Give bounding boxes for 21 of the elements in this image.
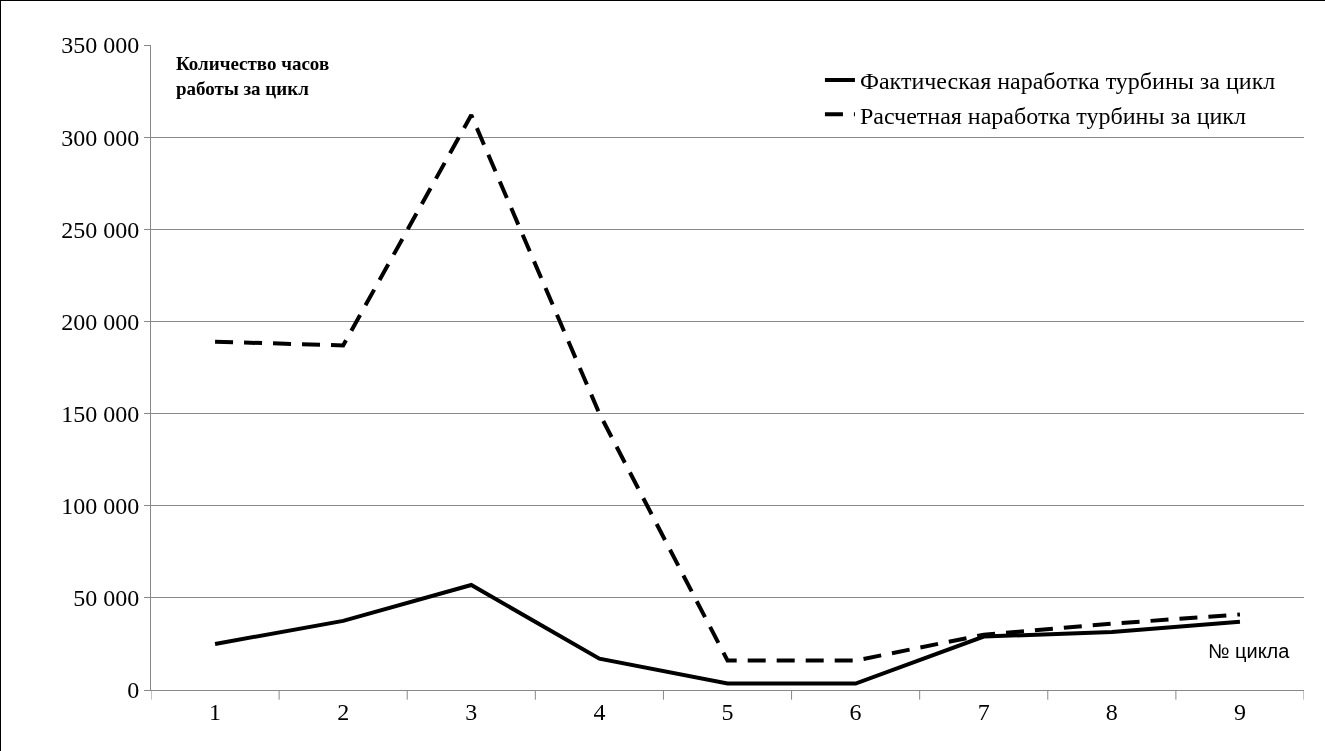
annotation: № цикла [1208, 640, 1291, 662]
y-tick-label: 300 000 [61, 124, 140, 151]
x-tick-label: 4 [593, 698, 606, 725]
y-tick-label: 50 000 [73, 585, 140, 612]
x-tick-label: 9 [1233, 698, 1246, 725]
y-tick-label: 350 000 [61, 32, 140, 59]
x-tick-label: 6 [849, 698, 862, 725]
y-tick-label: 0 [127, 677, 140, 704]
x-tick-label: 8 [1105, 698, 1118, 725]
x-tick-label: 5 [721, 698, 734, 725]
x-tick-label: 7 [977, 698, 990, 725]
x-tick-label: 3 [465, 698, 478, 725]
legend-label: Расчетная наработка турбины за цикл [859, 102, 1247, 129]
y-tick-label: 250 000 [61, 216, 140, 243]
annotation: Количество часов работы за цикл [176, 53, 330, 99]
x-tick-label: 2 [337, 698, 350, 725]
y-tick-label: 100 000 [61, 493, 140, 520]
y-tick-label: 200 000 [61, 308, 140, 335]
x-tick-label: 1 [209, 698, 222, 725]
y-tick-label: 150 000 [61, 400, 140, 427]
legend-label: Фактическая наработка турбины за цикл [859, 68, 1276, 95]
